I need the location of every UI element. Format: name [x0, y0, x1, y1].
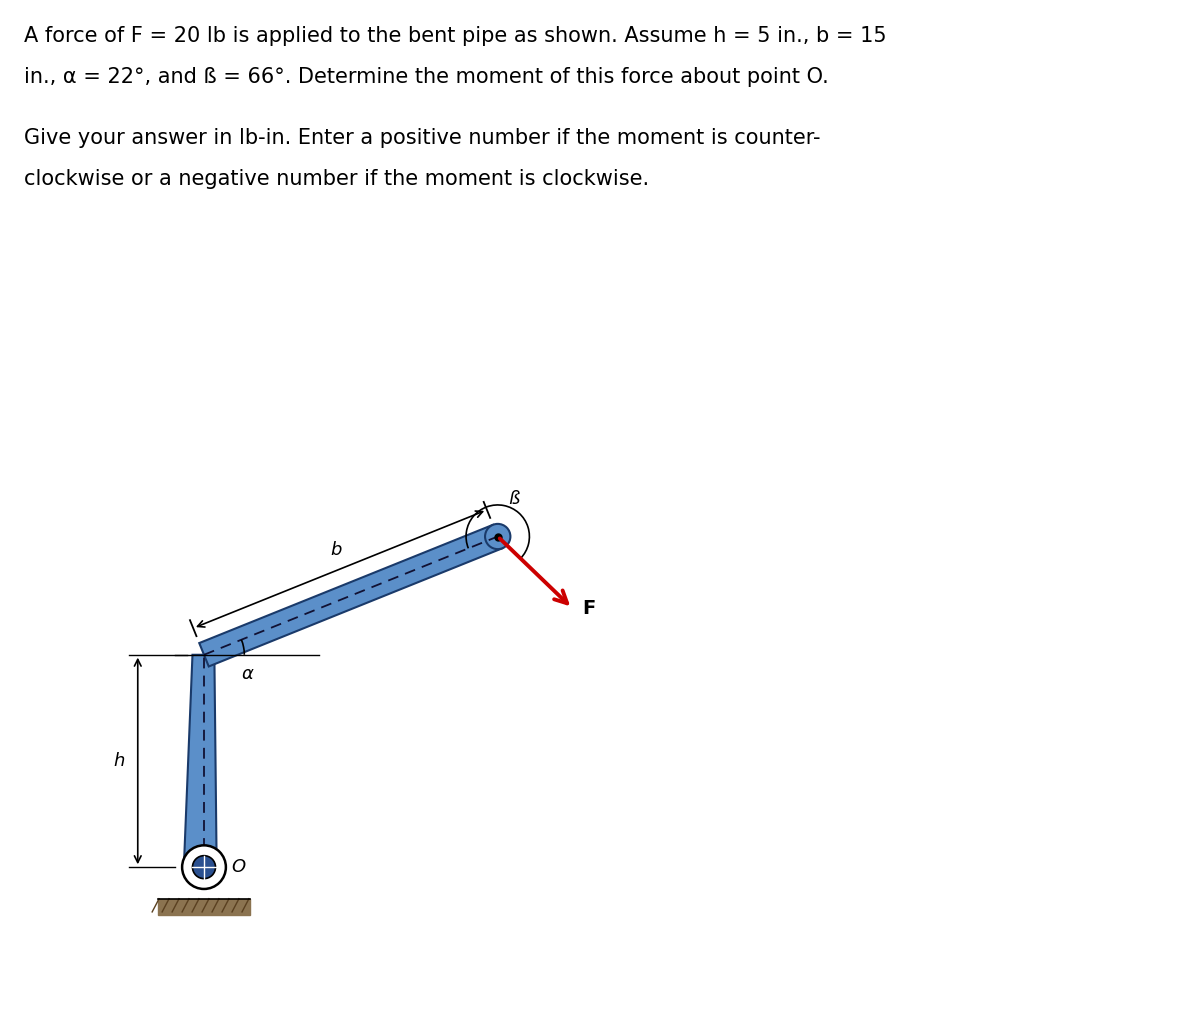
- Text: α: α: [241, 665, 253, 683]
- Text: A force of F = 20 lb is applied to the bent pipe as shown. Assume h = 5 in., b =: A force of F = 20 lb is applied to the b…: [24, 26, 887, 46]
- Circle shape: [182, 846, 226, 889]
- Circle shape: [192, 856, 216, 878]
- Polygon shape: [184, 655, 217, 867]
- FancyBboxPatch shape: [40, 940, 584, 1018]
- Text: in., α = 22°, and ß = 66°. Determine the moment of this force about point O.: in., α = 22°, and ß = 66°. Determine the…: [24, 67, 829, 87]
- Bar: [158, 899, 250, 914]
- Text: b: b: [330, 541, 342, 560]
- Polygon shape: [199, 525, 503, 666]
- Text: Give your answer in lb-in. Enter a positive number if the moment is counter-: Give your answer in lb-in. Enter a posit…: [24, 128, 821, 149]
- Circle shape: [485, 524, 510, 549]
- Text: F: F: [583, 599, 596, 618]
- Text: O: O: [232, 858, 246, 876]
- Text: ß: ß: [508, 490, 520, 507]
- Text: clockwise or a negative number if the moment is clockwise.: clockwise or a negative number if the mo…: [24, 169, 649, 190]
- Text: h: h: [114, 752, 125, 770]
